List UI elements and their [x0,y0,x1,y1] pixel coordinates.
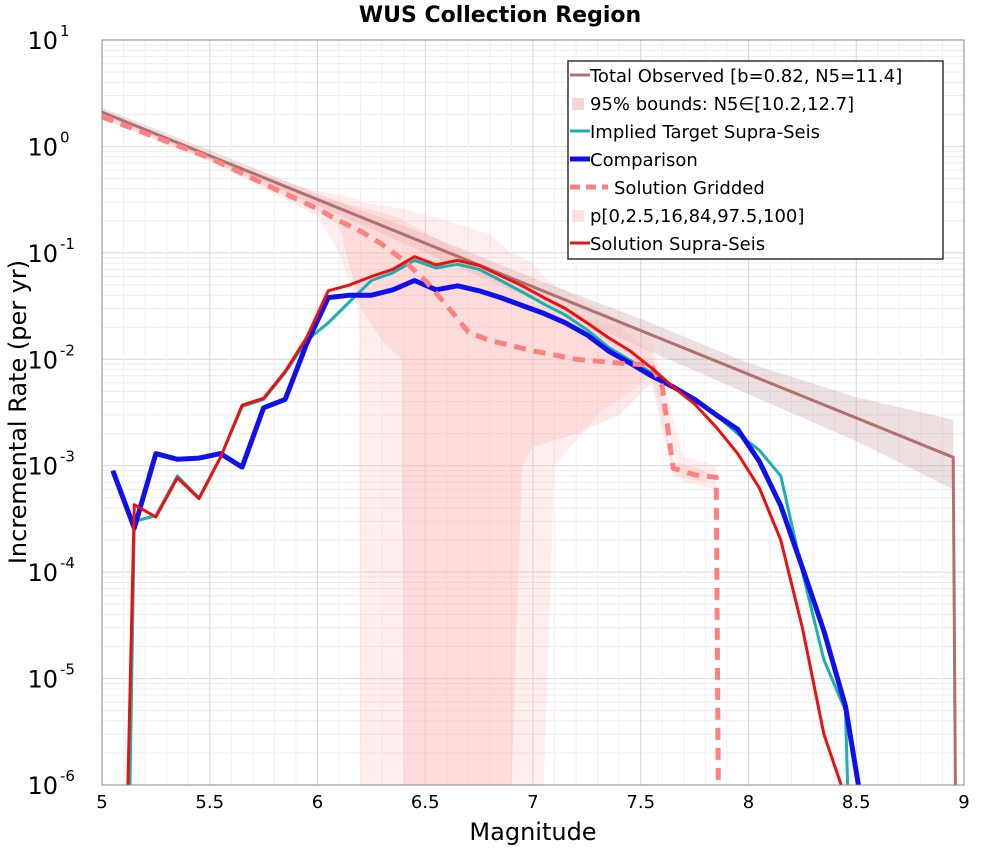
x-tick-label: 7 [527,792,538,813]
legend-swatch [572,98,584,110]
band-0 [102,107,954,490]
plot-frame [101,39,965,786]
y-axis-label: Incremental Rate (per yr) [4,260,32,564]
y-tick-label: 10 [27,666,58,694]
legend-box [567,60,944,260]
y-tick-label: 10 [27,27,58,55]
x-axis-ticks: 5 5.5 6 6.5 7 7.5 8 8.5 9 [96,792,969,813]
y-tick-exponent: -3 [60,448,75,466]
y-tick-exponent: -2 [60,341,75,359]
legend-label: 95% bounds: N5∈[10.2,12.7] [590,94,854,115]
x-axis-label: Magnitude [469,818,596,846]
y-tick-label: 10 [27,133,58,161]
band-1 [102,114,717,785]
x-tick-label: 9 [958,792,969,813]
legend-label: Solution Supra-Seis [590,234,765,255]
legend: Total Observed [b=0.82, N5=11.4] 95% boun… [567,60,944,260]
series-line-0 [101,110,957,786]
chart-title: WUS Collection Region [359,3,641,28]
y-tick-exponent: -5 [60,661,75,679]
legend-swatch [572,210,584,222]
x-tick-label: 6 [312,792,323,813]
series-line-4 [126,255,843,786]
confidence-bands [102,107,954,786]
y-tick-exponent: 0 [60,128,70,146]
legend-label: Total Observed [b=0.82, N5=11.4] [589,66,902,87]
series-lines [101,110,957,786]
y-tick-label: 10 [27,772,58,800]
legend-label: Solution Gridded [614,178,765,199]
x-tick-label: 8.5 [842,792,871,813]
x-tick-label: 5 [96,792,107,813]
y-tick-label: 10 [27,453,58,481]
x-tick-label: 8 [743,792,754,813]
legend-label: Comparison [590,150,698,171]
series-line-2 [110,278,861,786]
x-tick-label: 7.5 [626,792,655,813]
y-tick-label: 10 [27,346,58,374]
y-tick-exponent: 1 [60,22,70,40]
x-tick-label: 6.5 [411,792,440,813]
legend-label: p[0,2.5,16,84,97.5,100] [590,206,804,227]
y-tick-label: 10 [27,240,58,268]
legend-label: Implied Target Supra-Seis [590,122,820,143]
band-2 [102,115,706,786]
y-tick-label: 10 [27,559,58,587]
y-tick-exponent: -1 [60,235,75,253]
series-line-3 [101,114,721,786]
y-tick-exponent: -6 [60,767,75,785]
y-tick-exponent: -4 [60,554,75,572]
x-tick-label: 5.5 [195,792,224,813]
